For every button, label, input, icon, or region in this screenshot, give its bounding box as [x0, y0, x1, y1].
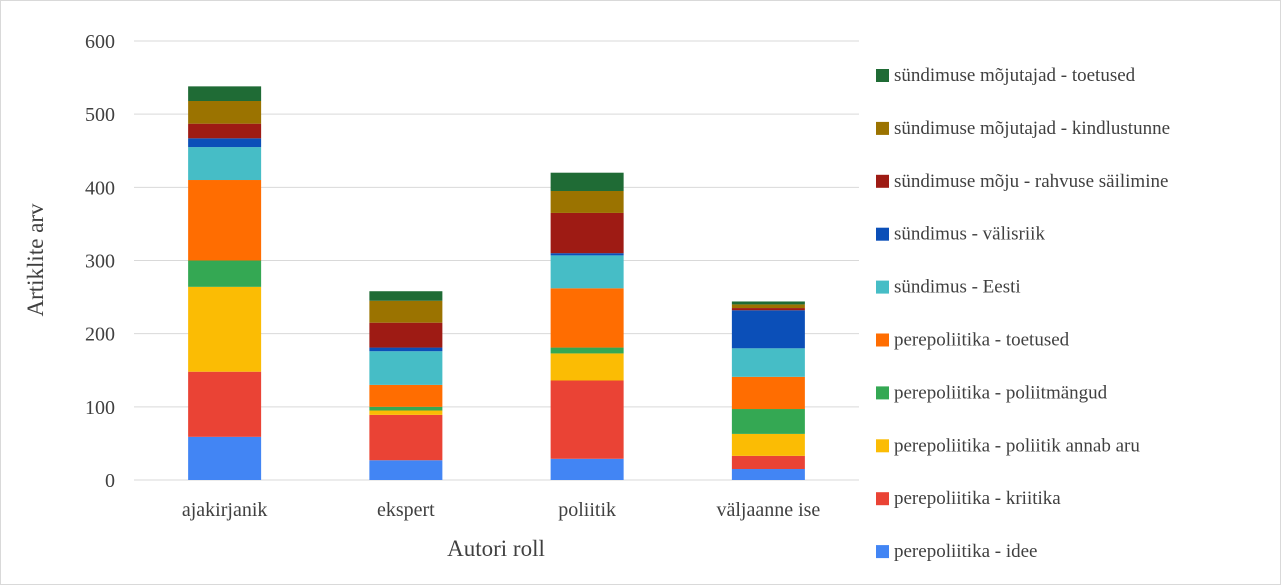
bar-segment	[369, 347, 443, 352]
legend-swatch	[876, 386, 889, 400]
bar-segment	[550, 172, 624, 191]
legend-item: sündimus - välisriik	[876, 224, 1045, 245]
y-axis-title: Artiklite arv	[23, 203, 48, 317]
y-tick-label: 100	[85, 397, 115, 419]
y-tick-label: 500	[85, 104, 115, 126]
bar-segment	[550, 288, 624, 348]
legend-item: sündimuse mõjutajad - toetused	[876, 65, 1136, 86]
legend-label: sündimuse mõjutajad - toetused	[894, 65, 1136, 86]
bar-segment	[550, 380, 624, 459]
bar-segment	[731, 348, 805, 377]
y-tick-label: 600	[85, 31, 115, 53]
legend-swatch	[876, 69, 889, 82]
legend-label: perepoliitika - kriitika	[894, 488, 1061, 509]
legend-label: perepoliitika - idee	[894, 541, 1038, 562]
bar-segment	[188, 86, 262, 101]
x-axis-ticks: ajakirjanik ekspert poliitik väljaanne ise	[182, 499, 821, 521]
bar-segment	[188, 371, 262, 437]
legend-swatch	[876, 333, 889, 347]
bar-segment	[550, 212, 624, 254]
y-axis-ticks: 0 100 200 300 400 500 600	[85, 31, 115, 492]
bar-segment	[550, 353, 624, 381]
legend-swatch	[876, 227, 889, 241]
legend-label: sündimus - Eesti	[894, 277, 1021, 298]
bar-segment	[369, 460, 443, 480]
legend-label: sündimus - välisriik	[894, 224, 1045, 245]
bars	[188, 86, 805, 480]
bar-segment	[731, 409, 805, 434]
bar-segment	[731, 469, 805, 480]
legend-item: perepoliitika - kriitika	[876, 488, 1061, 509]
bar-segment	[369, 414, 443, 461]
legend-swatch	[876, 492, 889, 506]
bar-segment	[188, 286, 262, 372]
legend-swatch	[876, 121, 889, 135]
bar-segment	[369, 300, 443, 323]
legend-swatch	[876, 439, 889, 453]
legend-label: sündimuse mõjutajad - kindlustunne	[894, 118, 1170, 139]
x-tick-label: ekspert	[377, 499, 435, 521]
bar-segment	[731, 376, 805, 410]
legend-swatch	[876, 280, 889, 294]
bar-segment	[731, 301, 805, 305]
bar-segment	[369, 384, 443, 407]
bar-segment	[550, 255, 624, 289]
bar-segment	[369, 322, 443, 348]
legend-label: sündimuse mõju - rahvuse säilimine	[894, 171, 1168, 192]
bar-segment	[731, 310, 805, 349]
y-tick-label: 0	[105, 470, 115, 492]
legend-swatch	[876, 545, 889, 559]
bar-segment	[188, 100, 262, 124]
bar-segment	[550, 347, 624, 354]
bar-segment	[731, 433, 805, 456]
x-axis-title: Autori roll	[447, 536, 545, 561]
legend-item: sündimuse mõjutajad - kindlustunne	[876, 118, 1170, 139]
legend-item: perepoliitika - poliitik annab aru	[876, 435, 1140, 456]
bar-segment	[731, 455, 805, 470]
y-tick-label: 200	[85, 324, 115, 346]
legend-item: perepoliitika - idee	[876, 541, 1038, 562]
legend-item: perepoliitika - toetused	[876, 330, 1070, 351]
bar-segment	[550, 458, 624, 480]
legend-label: perepoliitika - poliitik annab aru	[894, 435, 1140, 456]
legend-item: sündimuse mõju - rahvuse säilimine	[876, 171, 1168, 192]
bar-segment	[188, 138, 262, 148]
bar-segment	[731, 304, 805, 309]
legend-label: perepoliitika - toetused	[894, 330, 1070, 351]
bar-segment	[550, 253, 624, 256]
legend: sündimuse mõjutajad - toetused sündimuse …	[876, 65, 1170, 562]
x-tick-label: poliitik	[558, 499, 616, 521]
bar-segment	[550, 190, 624, 213]
bar-segment	[369, 351, 443, 385]
bar-segment	[369, 406, 443, 411]
bar-segment	[369, 410, 443, 415]
bar-segment	[369, 291, 443, 301]
x-tick-label: ajakirjanik	[182, 499, 268, 521]
y-tick-label: 300	[85, 251, 115, 273]
legend-item: perepoliitika - poliitmängud	[876, 382, 1108, 403]
bar-segment	[188, 436, 262, 480]
bar-segment	[188, 123, 262, 139]
legend-label: perepoliitika - poliitmängud	[894, 382, 1108, 403]
legend-swatch	[876, 174, 889, 188]
bar-segment	[731, 308, 805, 311]
x-tick-label: väljaanne ise	[716, 499, 820, 521]
legend-item: sündimus - Eesti	[876, 277, 1021, 298]
bar-segment	[188, 180, 262, 261]
bar-segment	[188, 260, 262, 287]
bar-segment	[188, 147, 262, 181]
y-tick-label: 400	[85, 177, 115, 199]
